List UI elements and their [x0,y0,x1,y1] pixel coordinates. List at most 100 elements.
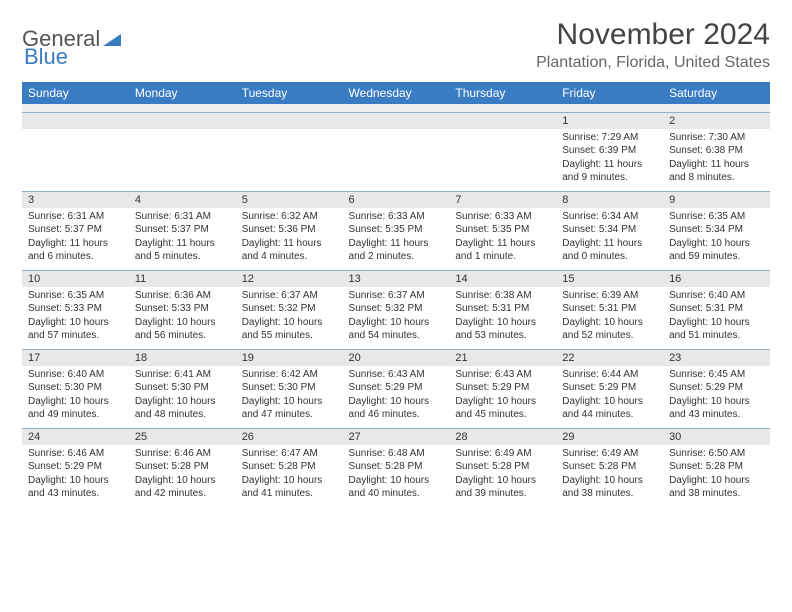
day-header: Sunday [22,82,129,104]
date-cell: 2 [663,112,770,129]
sunset-text: Sunset: 5:31 PM [669,302,764,316]
sunset-text: Sunset: 5:28 PM [562,460,657,474]
date-cell: 25 [129,428,236,445]
info-cell: Sunrise: 6:31 AMSunset: 5:37 PMDaylight:… [129,208,236,271]
info-cell: Sunrise: 7:29 AMSunset: 6:39 PMDaylight:… [556,129,663,192]
info-cell: Sunrise: 6:33 AMSunset: 5:35 PMDaylight:… [449,208,556,271]
info-cell: Sunrise: 6:35 AMSunset: 5:33 PMDaylight:… [22,287,129,350]
sunset-text: Sunset: 5:28 PM [242,460,337,474]
sunset-text: Sunset: 5:28 PM [669,460,764,474]
sunset-text: Sunset: 5:31 PM [455,302,550,316]
sunset-text: Sunset: 5:29 PM [669,381,764,395]
daylight-text: Daylight: 10 hours and 41 minutes. [242,474,337,501]
daylight-text: Daylight: 10 hours and 44 minutes. [562,395,657,422]
logo-text-2: Blue [24,44,68,70]
sunrise-text: Sunrise: 6:39 AM [562,289,657,303]
logo-triangle-icon [103,26,121,52]
date-cell [129,112,236,129]
daylight-text: Daylight: 10 hours and 47 minutes. [242,395,337,422]
title-block: November 2024 Plantation, Florida, Unite… [536,18,770,72]
sunrise-text: Sunrise: 6:31 AM [28,210,123,224]
sunset-text: Sunset: 5:30 PM [242,381,337,395]
daylight-text: Daylight: 10 hours and 56 minutes. [135,316,230,343]
info-cell [129,129,236,192]
sunset-text: Sunset: 6:38 PM [669,144,764,158]
info-cell [22,129,129,192]
info-cell: Sunrise: 7:30 AMSunset: 6:38 PMDaylight:… [663,129,770,192]
info-cell: Sunrise: 6:36 AMSunset: 5:33 PMDaylight:… [129,287,236,350]
sunrise-text: Sunrise: 6:40 AM [669,289,764,303]
info-row: Sunrise: 7:29 AMSunset: 6:39 PMDaylight:… [22,129,770,192]
daylight-text: Daylight: 10 hours and 55 minutes. [242,316,337,343]
date-cell: 16 [663,270,770,287]
sunset-text: Sunset: 5:33 PM [28,302,123,316]
info-cell: Sunrise: 6:46 AMSunset: 5:28 PMDaylight:… [129,445,236,507]
date-row: 12 [22,112,770,129]
sunrise-text: Sunrise: 6:31 AM [135,210,230,224]
date-cell: 13 [343,270,450,287]
sunset-text: Sunset: 5:30 PM [28,381,123,395]
sunrise-text: Sunrise: 6:49 AM [562,447,657,461]
date-cell: 21 [449,349,556,366]
daylight-text: Daylight: 10 hours and 46 minutes. [349,395,444,422]
info-cell: Sunrise: 6:33 AMSunset: 5:35 PMDaylight:… [343,208,450,271]
daylight-text: Daylight: 10 hours and 48 minutes. [135,395,230,422]
sunrise-text: Sunrise: 6:33 AM [455,210,550,224]
date-cell: 29 [556,428,663,445]
daylight-text: Daylight: 11 hours and 9 minutes. [562,158,657,185]
info-cell: Sunrise: 6:50 AMSunset: 5:28 PMDaylight:… [663,445,770,507]
sunset-text: Sunset: 5:34 PM [562,223,657,237]
date-cell: 19 [236,349,343,366]
info-cell: Sunrise: 6:38 AMSunset: 5:31 PMDaylight:… [449,287,556,350]
info-cell: Sunrise: 6:49 AMSunset: 5:28 PMDaylight:… [556,445,663,507]
date-cell: 24 [22,428,129,445]
calendar-table: Sunday Monday Tuesday Wednesday Thursday… [22,82,770,507]
daylight-text: Daylight: 10 hours and 52 minutes. [562,316,657,343]
date-row: 10111213141516 [22,270,770,287]
sunrise-text: Sunrise: 6:45 AM [669,368,764,382]
sunrise-text: Sunrise: 6:33 AM [349,210,444,224]
sunset-text: Sunset: 5:30 PM [135,381,230,395]
sunrise-text: Sunrise: 6:40 AM [28,368,123,382]
daylight-text: Daylight: 10 hours and 40 minutes. [349,474,444,501]
sunrise-text: Sunrise: 6:50 AM [669,447,764,461]
info-cell: Sunrise: 6:40 AMSunset: 5:30 PMDaylight:… [22,366,129,429]
date-cell: 30 [663,428,770,445]
info-cell: Sunrise: 6:44 AMSunset: 5:29 PMDaylight:… [556,366,663,429]
info-row: Sunrise: 6:31 AMSunset: 5:37 PMDaylight:… [22,208,770,271]
sunrise-text: Sunrise: 6:43 AM [455,368,550,382]
sunrise-text: Sunrise: 6:46 AM [28,447,123,461]
daylight-text: Daylight: 10 hours and 45 minutes. [455,395,550,422]
sunset-text: Sunset: 5:36 PM [242,223,337,237]
daylight-text: Daylight: 10 hours and 38 minutes. [562,474,657,501]
daylight-text: Daylight: 11 hours and 0 minutes. [562,237,657,264]
sunset-text: Sunset: 5:37 PM [135,223,230,237]
daylight-text: Daylight: 10 hours and 53 minutes. [455,316,550,343]
date-cell: 7 [449,191,556,208]
day-header: Tuesday [236,82,343,104]
info-cell: Sunrise: 6:45 AMSunset: 5:29 PMDaylight:… [663,366,770,429]
info-row: Sunrise: 6:40 AMSunset: 5:30 PMDaylight:… [22,366,770,429]
date-cell: 6 [343,191,450,208]
day-header: Wednesday [343,82,450,104]
sunrise-text: Sunrise: 6:36 AM [135,289,230,303]
day-header-row: Sunday Monday Tuesday Wednesday Thursday… [22,82,770,104]
sunset-text: Sunset: 5:31 PM [562,302,657,316]
date-cell: 9 [663,191,770,208]
date-row: 17181920212223 [22,349,770,366]
date-cell [22,112,129,129]
sunrise-text: Sunrise: 6:37 AM [242,289,337,303]
date-cell: 20 [343,349,450,366]
sunset-text: Sunset: 5:29 PM [455,381,550,395]
location: Plantation, Florida, United States [536,54,770,72]
info-cell: Sunrise: 6:46 AMSunset: 5:29 PMDaylight:… [22,445,129,507]
sunset-text: Sunset: 5:29 PM [28,460,123,474]
header: General November 2024 Plantation, Florid… [22,18,770,72]
info-cell: Sunrise: 6:35 AMSunset: 5:34 PMDaylight:… [663,208,770,271]
date-row: 24252627282930 [22,428,770,445]
sunrise-text: Sunrise: 7:30 AM [669,131,764,145]
daylight-text: Daylight: 10 hours and 51 minutes. [669,316,764,343]
sunrise-text: Sunrise: 6:44 AM [562,368,657,382]
sunrise-text: Sunrise: 6:32 AM [242,210,337,224]
sunset-text: Sunset: 5:28 PM [135,460,230,474]
